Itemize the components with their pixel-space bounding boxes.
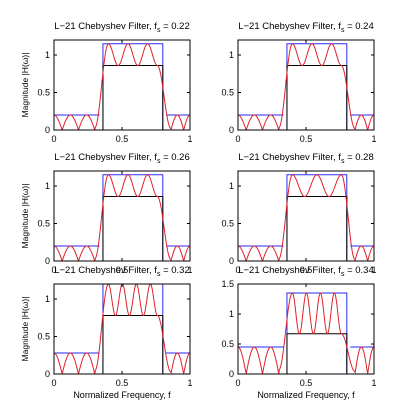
axes-box [237,170,375,262]
subplot-title-text: L−21 Chebyshev Filter, f [238,265,341,276]
frequency-response-line [54,43,190,130]
passband-upper-limit [102,43,164,130]
y-tick-label: 0.5 [221,219,234,229]
x-tick-label: 0 [235,265,240,275]
subplot-title-value: = 0.26 [160,152,189,163]
axes-box [237,283,375,375]
x-tick-label: 0 [235,378,240,388]
passband-upper-limit [102,174,164,261]
subplot-4: 0 0.5 100.51L−21 Chebyshev Filter, fs = 0.… [221,152,376,275]
passband-lower-limit [102,65,164,130]
axes-box [237,39,375,131]
subplot-title-subscript: s [341,271,345,278]
subplot-title: L−21 Chebyshev Filter, fs = 0.28 [238,152,374,165]
passband-lower-limit [286,196,348,261]
frequency-response-line [54,174,190,261]
x-tick-label: 1 [187,378,192,388]
x-tick-label: 0 [51,265,56,275]
x-tick-label: 1 [371,265,376,275]
x-tick-label: 1 [371,134,376,144]
y-tick-label: 0 [229,256,234,266]
y-tick-label: 0.5 [37,88,50,98]
y-axis-label: Magnitude |H(ω)| [20,53,30,118]
y-tick-label: 0.5 [221,88,234,98]
passband-lower-limit [102,196,164,261]
x-axis-label: Normalized Frequency, f [257,390,355,400]
passband-lower-limit [286,333,348,374]
frequency-response-line [238,43,374,130]
subplot-title-value: = 0.22 [160,21,189,32]
y-tick-label: 0.5 [37,332,50,342]
y-tick-label: 1 [229,309,234,319]
y-tick-label: 0.5 [37,219,50,229]
x-axis-label: Normalized Frequency, f [73,390,171,400]
y-tick-label: 0.5 [221,339,234,349]
frequency-response-line [238,292,374,374]
subplot-5: 0 0.5 100.51L−21 Chebyshev Filter, fs = 0.… [20,265,193,400]
x-tick-label: 0.5 [300,378,313,388]
subplot-title-text: L−21 Chebyshev Filter, f [54,152,157,163]
subplot-title-text: L−21 Chebyshev Filter, f [54,21,157,32]
subplot-title: L−21 Chebyshev Filter, fs = 0.26 [54,152,190,165]
x-tick-label: 0 [51,378,56,388]
x-tick-label: 0 [51,134,56,144]
y-tick-label: 0 [45,125,50,135]
y-axis-label: Magnitude |H(ω)| [20,184,30,249]
x-tick-label: 0.5 [300,134,313,144]
axes-box [53,39,191,131]
subplot-title: L−21 Chebyshev Filter, fs = 0.22 [54,21,190,34]
subplot-6: 0 0.5 1 0 0.5 1 1.5 L−21 Chebyshev Filter, fs =… [221,265,376,400]
subplot-title-subscript: s [157,158,161,165]
x-tick-label: 1 [187,134,192,144]
y-tick-label: 1.5 [221,279,234,289]
x-tick-label: 1 [371,378,376,388]
passband-upper-limit [286,43,348,130]
subplot-1: 0 0.5 1 0 0.5 1 L−21 Chebyshev Filter, fs = 0.… [20,21,193,144]
subplot-title-subscript: s [157,271,161,278]
x-tick-label: 0.5 [116,134,129,144]
subplot-title-subscript: s [157,27,161,34]
subplot-title-text: L−21 Chebyshev Filter, f [238,152,341,163]
subplot-2: 0 0.5 1 0 0.5 1 L−21 Chebyshev Filter, fs = 0.… [221,21,376,144]
passband-upper-limit [286,174,348,261]
y-tick-label: 1 [45,294,50,304]
subplot-title-value: = 0.28 [344,152,373,163]
y-tick-label: 1 [229,181,234,191]
x-tick-label: 0.5 [116,378,129,388]
x-tick-label: 0.5 [300,265,313,275]
subplot-title: L−21 Chebyshev Filter, fs = 0.34 [238,265,374,278]
subplot-title: L−21 Chebyshev Filter, fs = 0.24 [238,21,374,34]
subplot-title-value: = 0.24 [344,21,373,32]
subplot-title-subscript: s [341,158,345,165]
subplot-title-subscript: s [341,27,345,34]
y-tick-label: 1 [45,181,50,191]
y-tick-label: 0 [229,125,234,135]
passband-lower-limit [102,315,164,374]
frequency-response-line [54,284,190,374]
subplot-title-value: = 0.32 [160,265,189,276]
passband-lower-limit [286,65,348,130]
subplot-title-text: L−21 Chebyshev Filter, f [54,265,157,276]
subplot-title-text: L−21 Chebyshev Filter, f [238,21,341,32]
frequency-response-line [238,174,374,261]
x-tick-label: 0 [235,134,240,144]
y-axis-label: Magnitude |H(ω)| [20,297,30,362]
y-tick-label: 0 [229,369,234,379]
subplot-title: L−21 Chebyshev Filter, fs = 0.32 [54,265,190,278]
y-tick-label: 1 [45,50,50,60]
y-tick-label: 0 [45,369,50,379]
subplot-3: 0 0.5 100.51L−21 Chebyshev Filter, fs = 0.… [20,152,193,275]
subplot-title-value: = 0.34 [344,265,373,276]
x-tick-label: 1 [187,265,192,275]
y-tick-label: 1 [229,50,234,60]
y-tick-label: 0 [45,256,50,266]
x-tick-label: 0.5 [116,265,129,275]
axes-box [53,170,191,262]
